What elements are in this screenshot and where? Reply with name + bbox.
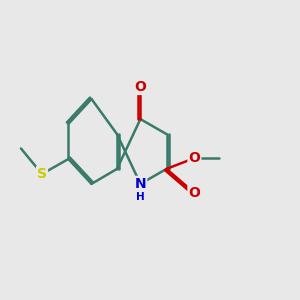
Text: O: O <box>134 80 146 94</box>
Text: O: O <box>188 151 200 165</box>
Text: O: O <box>188 186 200 200</box>
Text: S: S <box>37 167 47 181</box>
Text: H: H <box>136 192 145 202</box>
Text: N: N <box>135 177 146 191</box>
